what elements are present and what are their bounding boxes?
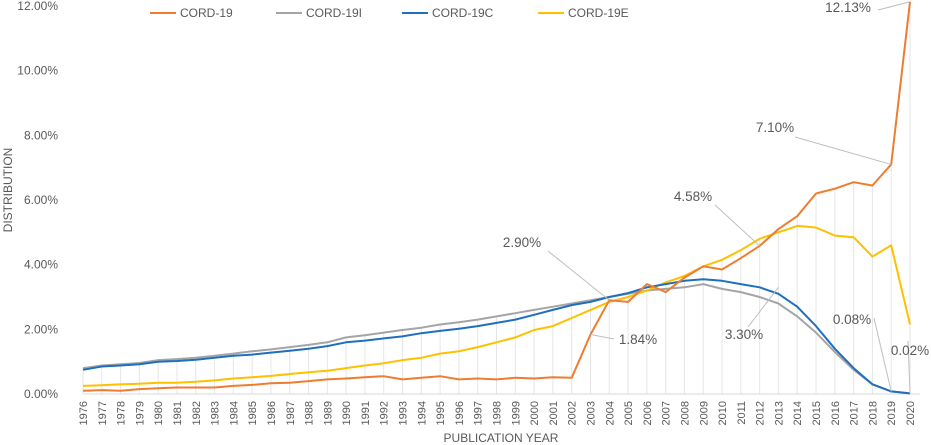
legend-label: CORD-19 xyxy=(180,6,233,20)
legend: CORD-19 CORD-19I CORD-19C CORD-19E xyxy=(150,6,629,20)
x-tick-label: 2007 xyxy=(661,401,673,425)
x-tick-label: 1983 xyxy=(210,401,222,425)
x-tick-label: 1990 xyxy=(341,401,353,425)
y-tick-label: 10.00% xyxy=(17,64,58,78)
y-axis: 0.00% 2.00% 4.00% 6.00% 8.00% 10.00% 12.00% xyxy=(17,0,58,401)
x-tick-label: 1996 xyxy=(454,401,466,425)
y-tick-label: 12.00% xyxy=(17,0,58,13)
x-tick-label: 2006 xyxy=(642,401,654,425)
x-tick-label: 2009 xyxy=(698,401,710,425)
series-line-cord-19i xyxy=(82,283,911,395)
y-axis-title: DISTRIBUTION xyxy=(1,148,15,233)
x-tick-label: 1991 xyxy=(360,401,372,425)
x-tick-label: 2014 xyxy=(792,401,804,425)
annotation-leader-line xyxy=(873,317,892,392)
annotation-leader-line xyxy=(794,136,892,165)
x-tick-label: 1981 xyxy=(172,401,184,425)
x-tick-label: 1977 xyxy=(97,401,109,425)
x-tick-label: 2003 xyxy=(585,401,597,425)
annotation-label: 12.13% xyxy=(825,0,871,15)
annotation-leader-line xyxy=(547,250,610,301)
x-tick-label: 1998 xyxy=(492,401,504,425)
x-tick-label: 1980 xyxy=(153,401,165,425)
x-tick-label: 2010 xyxy=(717,401,729,425)
y-tick-label: 4.00% xyxy=(24,258,58,272)
x-tick-label: 2016 xyxy=(830,401,842,425)
x-tick-label: 1988 xyxy=(304,401,316,425)
x-tick-label: 2004 xyxy=(604,401,616,425)
legend-label: CORD-19I xyxy=(306,6,362,20)
annotations: 12.13% 7.10% 4.58% 2.90% 1.84% 3.30% 0.08% 0.02… xyxy=(503,0,929,394)
x-tick-label: 2005 xyxy=(623,401,635,425)
x-tick-label: 2020 xyxy=(905,401,917,425)
x-tick-label: 2011 xyxy=(736,401,748,425)
x-tick-label: 2000 xyxy=(529,401,541,425)
y-tick-label: 0.00% xyxy=(24,387,58,401)
series-group xyxy=(82,1,911,395)
x-tick-label: 1993 xyxy=(398,401,410,425)
x-tick-label: 1997 xyxy=(473,401,485,425)
series-line-cord-19 xyxy=(82,1,911,392)
x-tick-label: 2008 xyxy=(679,401,691,425)
x-tick-label: 1999 xyxy=(510,401,522,425)
x-tick-label: 1994 xyxy=(416,401,428,425)
x-tick-label: 2012 xyxy=(755,401,767,425)
legend-label: CORD-19C xyxy=(432,6,494,20)
x-tick-label: 1976 xyxy=(78,401,90,425)
x-tick-label: 1978 xyxy=(116,401,128,425)
annotation-leader-line xyxy=(590,334,615,340)
x-tick-label: 1987 xyxy=(285,401,297,425)
x-tick-label: 2017 xyxy=(849,401,861,425)
x-tick-label: 1985 xyxy=(247,401,259,425)
x-tick-label: 1989 xyxy=(322,401,334,425)
annotation-leader-line xyxy=(907,340,911,394)
y-tick-label: 2.00% xyxy=(24,322,58,336)
x-tick-label: 1979 xyxy=(134,401,146,425)
x-tick-label: 1986 xyxy=(266,401,278,425)
x-tick-label: 2013 xyxy=(773,401,785,425)
annotation-label: 1.84% xyxy=(619,332,657,347)
x-tick-label: 1982 xyxy=(191,401,203,425)
y-tick-label: 8.00% xyxy=(24,128,58,142)
series-line-cord-19c xyxy=(82,278,911,395)
annotation-label: 0.02% xyxy=(891,343,929,358)
annotation-leader-line xyxy=(747,286,779,328)
annotation-label: 7.10% xyxy=(756,120,794,135)
x-tick-label: 2001 xyxy=(548,401,560,425)
annotation-label: 0.08% xyxy=(833,312,871,327)
annotation-label: 3.30% xyxy=(725,327,763,342)
x-tick-label: 2018 xyxy=(867,401,879,425)
annotation-leader-line xyxy=(714,204,760,247)
annotation-label: 4.58% xyxy=(674,189,712,204)
y-tick-label: 6.00% xyxy=(24,193,58,207)
x-tick-label: 1995 xyxy=(435,401,447,425)
x-tick-label: 2019 xyxy=(886,401,898,425)
x-tick-label: 2015 xyxy=(811,401,823,425)
x-tick-label: 1992 xyxy=(379,401,391,425)
legend-label: CORD-19E xyxy=(568,6,629,20)
year-drop-lines xyxy=(82,1,911,394)
x-tick-label: 2002 xyxy=(567,401,579,425)
x-axis-title: PUBLICATION YEAR xyxy=(444,431,559,445)
annotation-label: 2.90% xyxy=(503,235,541,250)
annotation-leader-line xyxy=(877,1,911,11)
x-axis: 1976 1977 1978 1979 1980 1981 1982 1983 1984 1985… xyxy=(78,401,917,425)
x-tick-label: 1984 xyxy=(228,401,240,425)
